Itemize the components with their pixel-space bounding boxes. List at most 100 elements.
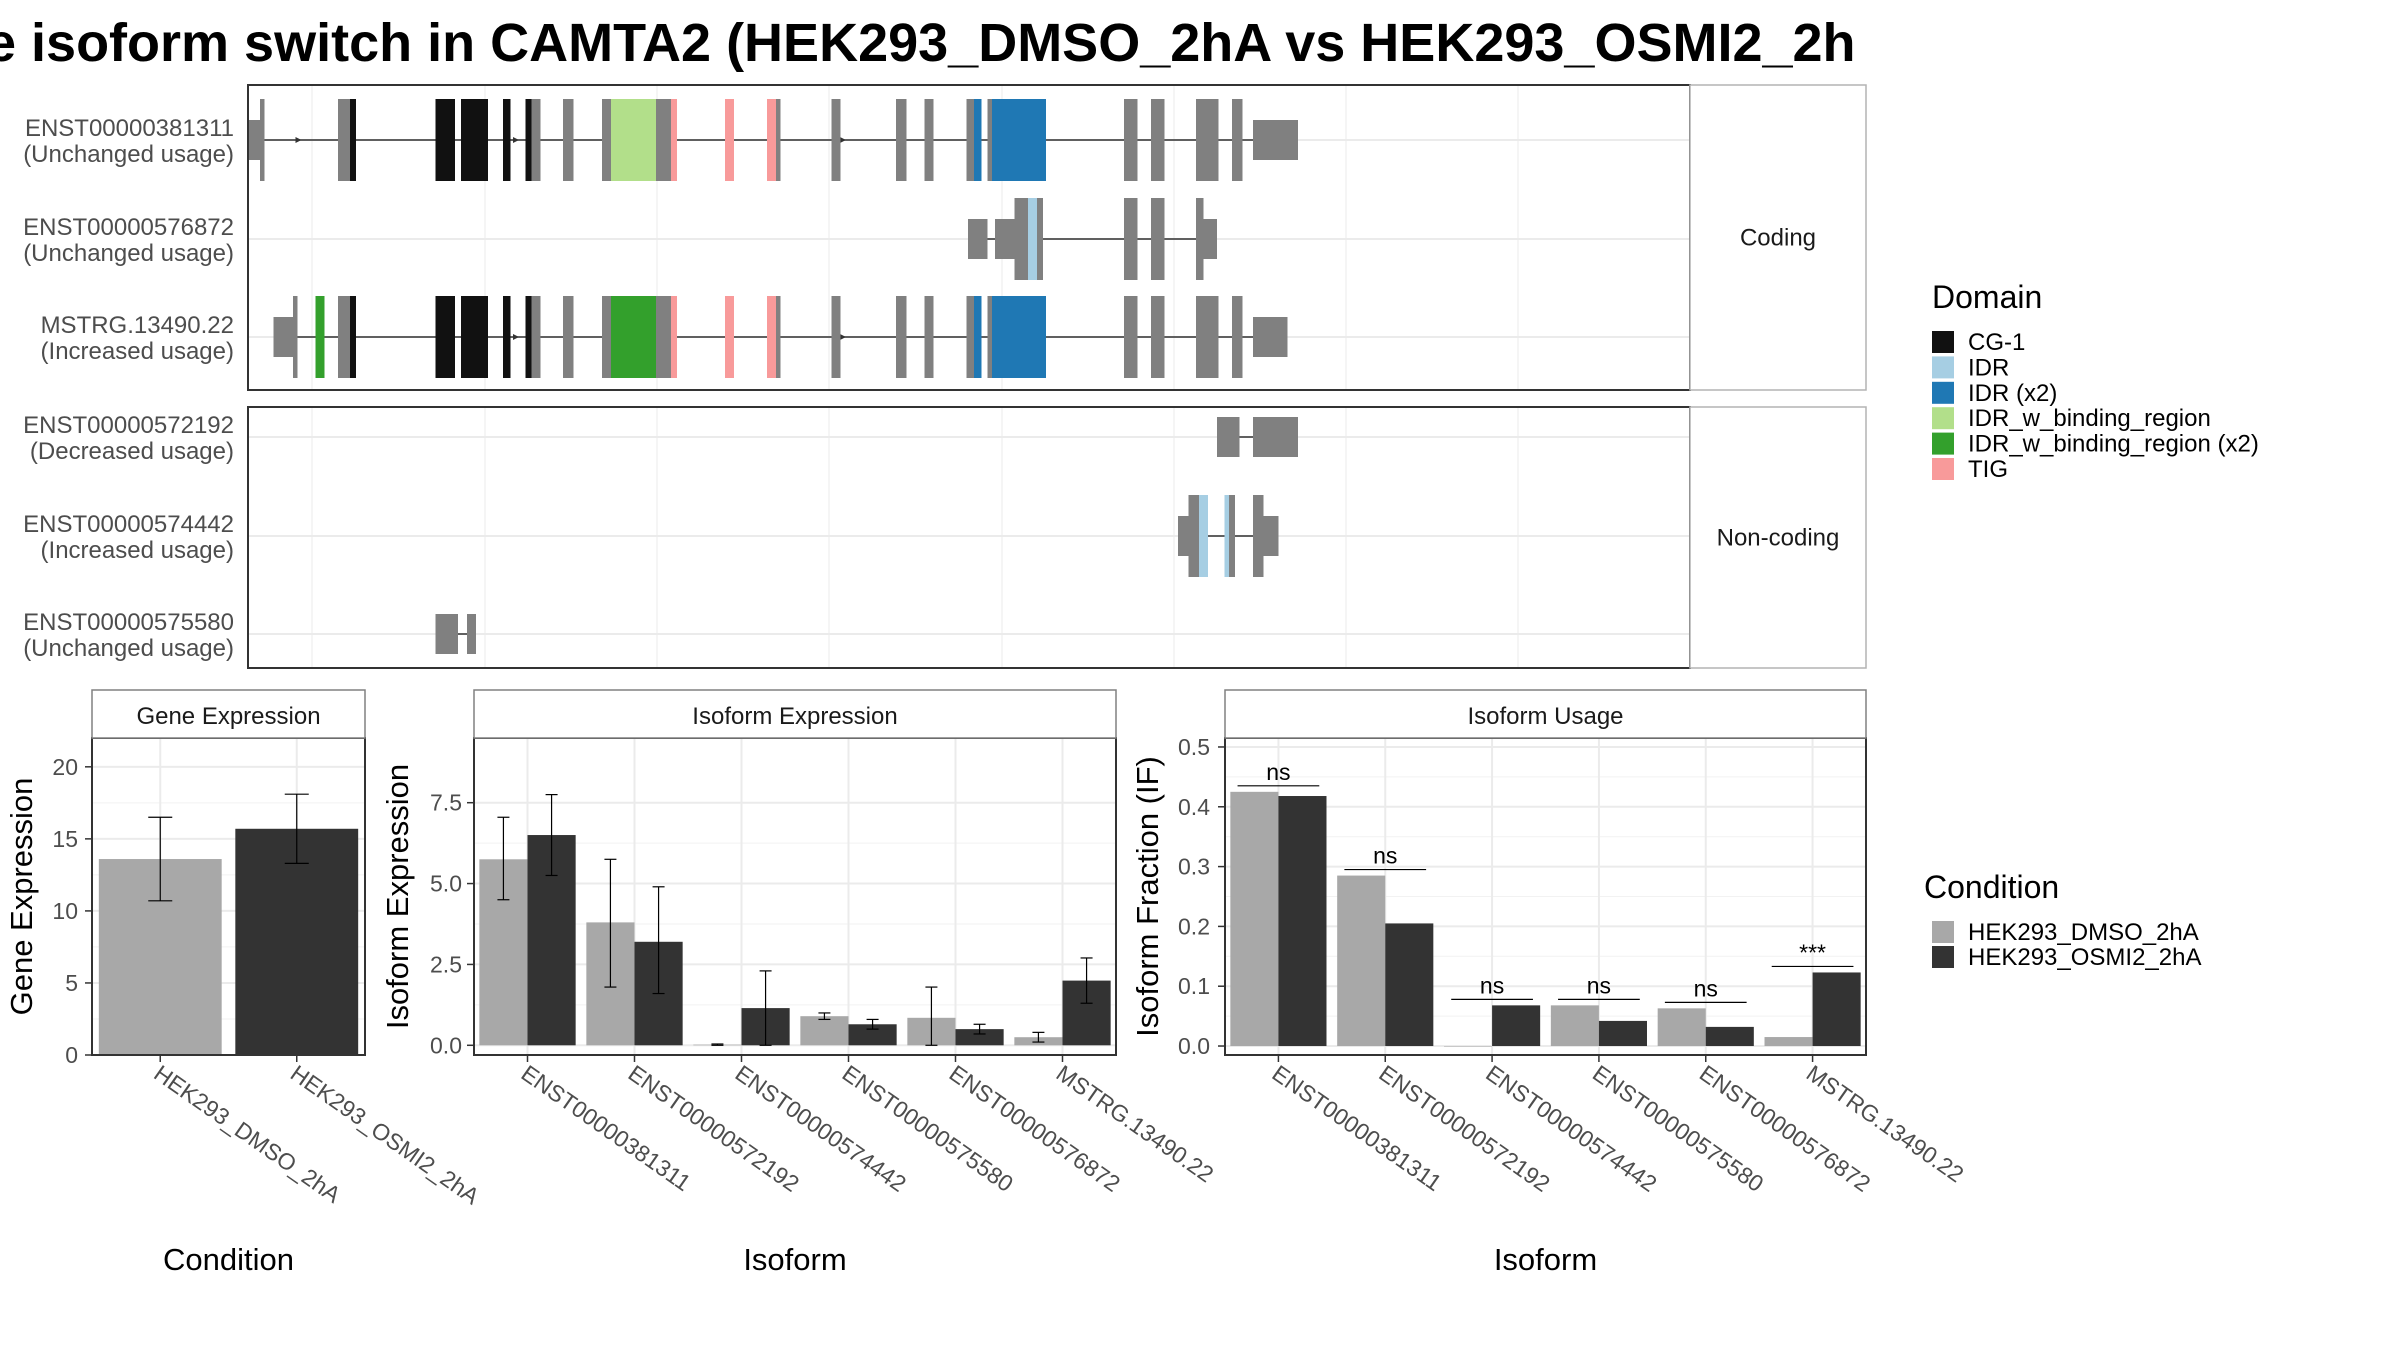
bar	[1764, 1037, 1813, 1047]
exon-block	[1151, 198, 1165, 280]
exon-block	[1217, 417, 1240, 457]
track-label-name: ENST00000575580	[23, 609, 234, 636]
exon-block	[671, 99, 677, 181]
exon-block	[248, 120, 260, 160]
y-tick-label: 0.3	[1178, 854, 1210, 880]
x-tick-label: ENST00000576872	[945, 1060, 1125, 1197]
track-label-name: ENST00000574442	[23, 511, 234, 538]
transcript-track	[248, 99, 1298, 181]
exon-block	[293, 296, 298, 378]
domain-legend-key	[1932, 381, 1954, 404]
x-tick-label: ENST00000572192	[624, 1060, 804, 1197]
condition-legend-title: Condition	[1924, 869, 2059, 905]
domain-legend-label: IDR (x2)	[1968, 380, 2057, 407]
exon-block	[1124, 99, 1138, 181]
facet-strip-label: Non-coding	[1717, 525, 1840, 552]
exon-block	[525, 99, 532, 181]
exon-block	[350, 99, 356, 181]
exon-block	[435, 614, 458, 654]
exon-block	[602, 296, 611, 378]
exon-block	[461, 296, 488, 378]
x-tick-label: ENST00000572192	[1374, 1060, 1554, 1197]
facet-strip-label: Coding	[1740, 225, 1816, 252]
facet-strip	[91, 689, 366, 739]
x-axis-title: Condition	[163, 1242, 294, 1277]
exon-block	[924, 99, 934, 181]
exon-block	[525, 296, 532, 378]
panel-background	[248, 407, 1690, 668]
y-tick-label: 5	[65, 970, 78, 996]
title-clip: e isoform switch in CAMTA2 (HEK293_DMSO_…	[0, 0, 1870, 80]
bar	[800, 1016, 849, 1046]
x-tick-label: ENST00000576872	[1695, 1060, 1875, 1197]
y-tick-label: 5.0	[430, 871, 462, 897]
direction-arrow	[840, 334, 846, 340]
transcript-track	[968, 198, 1217, 280]
domain-legend-key	[1932, 407, 1954, 430]
exon-block	[531, 99, 541, 181]
track-label-name: ENST00000572192	[23, 412, 234, 439]
exon-block	[563, 99, 574, 181]
bar	[1337, 875, 1386, 1047]
exon-block	[1151, 99, 1165, 181]
condition-legend-label: HEK293_OSMI2_2hA	[1968, 944, 2201, 971]
y-tick-label: 15	[52, 826, 78, 852]
exon-block	[531, 296, 541, 378]
exon-block	[992, 99, 1046, 181]
y-tick-label: 0	[65, 1042, 78, 1068]
exon-block	[1253, 317, 1288, 357]
chart-strip-title: Isoform Usage	[1467, 703, 1623, 730]
exon-block	[1151, 296, 1165, 378]
domain-legend-label: IDR_w_binding_region	[1968, 405, 2211, 432]
significance-label: ns	[1480, 972, 1504, 998]
exon-block	[1028, 198, 1037, 280]
bar	[1230, 791, 1279, 1047]
significance-label: ns	[1266, 759, 1290, 785]
domain-legend-key	[1932, 458, 1954, 480]
exon-block	[602, 99, 611, 181]
y-axis-title: Isoform Fraction (IF)	[1130, 756, 1165, 1037]
exon-block	[995, 219, 1015, 259]
exon-block	[725, 296, 734, 378]
exon-block	[1203, 219, 1217, 259]
exon-block	[831, 99, 841, 181]
facet-strip	[1689, 84, 1867, 391]
bar	[1705, 1026, 1754, 1047]
exon-block	[767, 99, 776, 181]
direction-arrow	[840, 137, 846, 143]
exon-block	[966, 296, 974, 378]
exon-block	[503, 296, 511, 378]
x-axis-title: Isoform	[1494, 1242, 1597, 1277]
exon-block	[1188, 495, 1199, 577]
domain-legend-key	[1932, 432, 1954, 455]
exon-block	[896, 296, 907, 378]
domain-legend-label: IDR_w_binding_region (x2)	[1968, 431, 2259, 458]
x-tick-label: ENST00000574442	[731, 1060, 911, 1197]
y-tick-label: 0.5	[1178, 734, 1210, 760]
domain-legend-label: TIG	[1968, 456, 2008, 483]
y-tick-label: 0.1	[1178, 973, 1210, 999]
exon-block	[992, 296, 1046, 378]
bar	[955, 1029, 1004, 1046]
domain-legend-label: CG-1	[1968, 329, 2025, 356]
y-tick-label: 0.2	[1178, 913, 1210, 939]
y-axis-title: Gene Expression	[4, 778, 39, 1016]
condition-legend-key	[1932, 946, 1954, 968]
exon-block	[435, 99, 455, 181]
exon-block	[1232, 99, 1243, 181]
exon-block	[671, 296, 677, 378]
track-label-usage: (Decreased usage)	[30, 438, 234, 465]
exon-block	[1196, 99, 1219, 181]
x-axis-title: Isoform	[743, 1242, 846, 1277]
structure-panel-coding: ENST00000381311(Unchanged usage)ENST0000…	[23, 84, 1867, 391]
bar	[848, 1024, 897, 1046]
significance-label: ns	[1694, 975, 1718, 1001]
domain-legend-label: IDR	[1968, 354, 2009, 381]
transcript-track	[1178, 495, 1279, 577]
domain-legend-key	[1932, 356, 1954, 379]
exon-block	[461, 99, 488, 181]
